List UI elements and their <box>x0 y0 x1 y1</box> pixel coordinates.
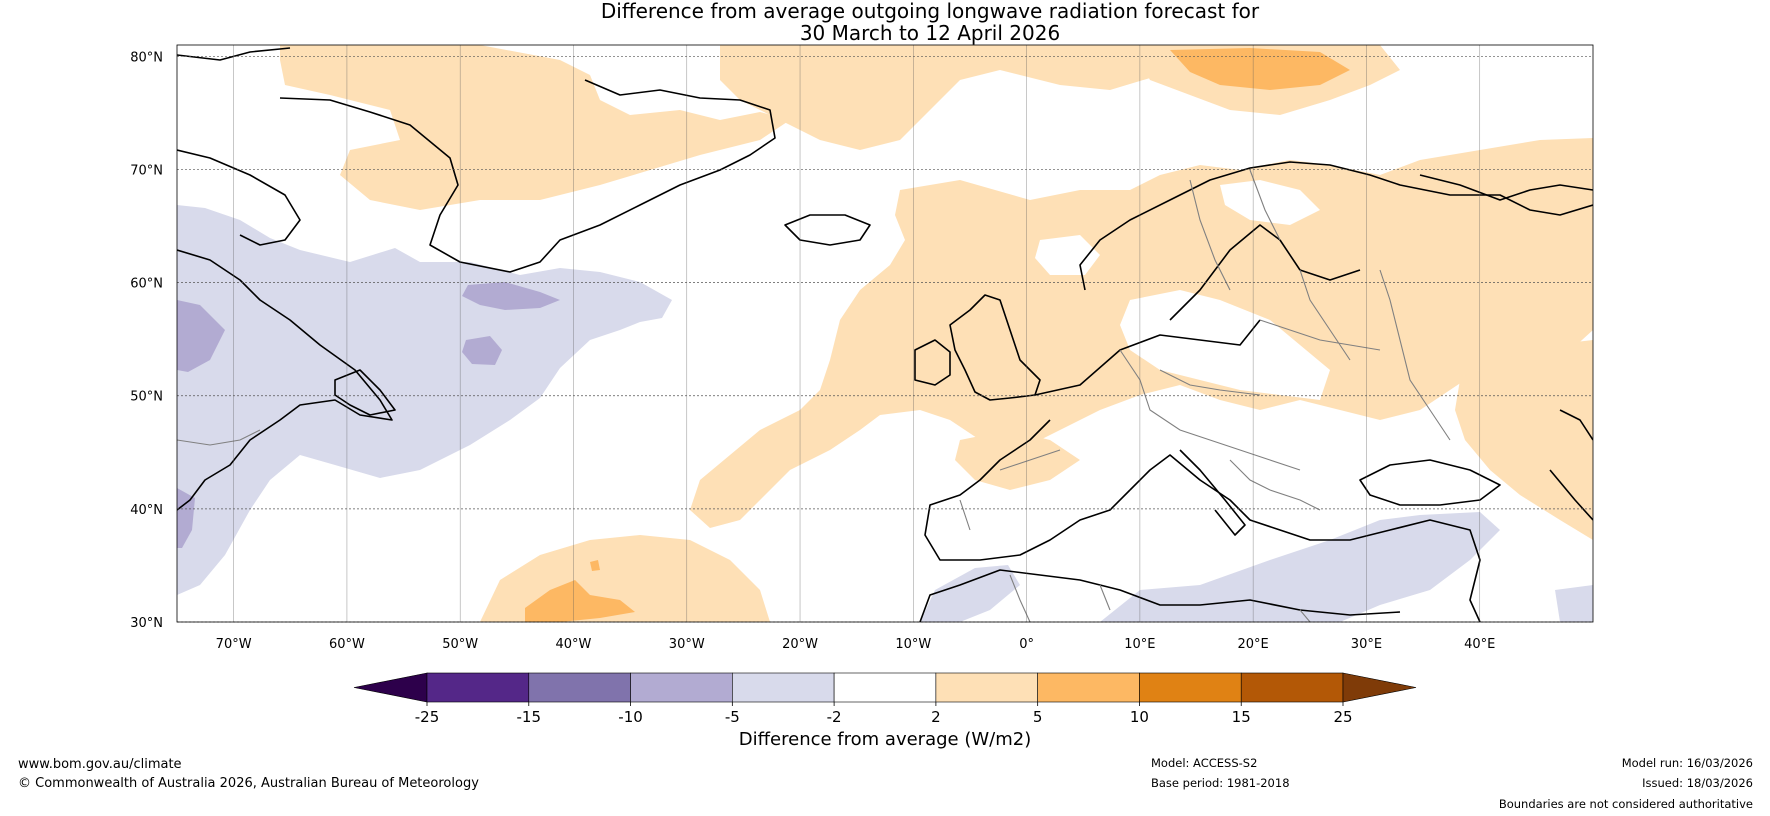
coastline-ireland <box>914 339 951 386</box>
lat-tick-label: 60°N <box>130 277 163 292</box>
anomaly-region-positive-medium-atlantic <box>525 580 635 622</box>
lon-tick-label: 30°E <box>1351 637 1382 652</box>
colorbar: -25 -15 -10 -5 -2 2 5 10 15 25 <box>353 672 1417 726</box>
colorbar-bin <box>732 672 835 703</box>
anomaly-region-positive-arctic <box>720 45 1180 150</box>
chart-title-line1: Difference from average outgoing longwav… <box>600 0 1260 23</box>
colorbar-tick-label: -10 <box>618 708 643 726</box>
coastline-italy <box>1179 449 1246 536</box>
colorbar-bin <box>630 672 733 703</box>
coastline-greenland <box>279 79 776 273</box>
coastline-iceland <box>784 214 871 246</box>
chart-title-line2: 30 March to 12 April 2026 <box>799 21 1061 45</box>
colorbar-bin <box>1139 672 1242 703</box>
border-central-europe <box>1119 349 1301 471</box>
coastline-scandinavia <box>1079 161 1593 291</box>
anomaly-region-positive-greenland <box>280 45 790 210</box>
anomaly-region-light-negative-south <box>1100 512 1500 622</box>
lon-tick-label: 0° <box>1019 637 1034 652</box>
lon-labels: 70°W 60°W 50°W 40°W 30°W 20°W 10°W 0° 10°E 20°E 30… <box>216 637 1496 652</box>
coastline-baffin <box>177 149 301 246</box>
footer-model: Model: ACCESS-S2 <box>1151 756 1257 770</box>
lat-tick-label: 50°N <box>130 390 163 405</box>
coastline-mediterranean <box>1129 454 1481 622</box>
border-russia <box>1379 269 1451 441</box>
footer-model-run: Model run: 16/03/2026 <box>1622 756 1753 770</box>
anomaly-region-positive-medium-small <box>590 560 600 571</box>
border-eastern-europe <box>1259 269 1381 361</box>
footer-website: www.bom.gov.au/climate <box>18 757 182 772</box>
colorbar-tick-label: 5 <box>1033 708 1043 726</box>
border-balkans <box>1229 459 1321 511</box>
colorbar-label: Difference from average (W/m2) <box>739 729 1031 750</box>
anomaly-region-negative-patch3 <box>177 300 225 372</box>
lon-tick-label: 70°W <box>216 637 252 652</box>
lat-tick-label: 40°N <box>130 503 163 518</box>
anomaly-region-negative-patch1 <box>462 282 560 310</box>
lon-tick-label: 50°W <box>442 637 478 652</box>
map-panel <box>176 44 1594 623</box>
lat-tick-label: 80°N <box>130 50 163 65</box>
lon-tick-label: 60°W <box>329 637 365 652</box>
colorbar-bin <box>1037 672 1140 703</box>
border-iberia <box>959 449 1061 531</box>
lat-tick-label: 30°N <box>130 616 163 631</box>
lat-labels: 80°N 70°N 60°N 50°N 40°N 30°N <box>130 50 163 631</box>
border-canada-us <box>177 429 261 446</box>
colorbar-bin <box>1240 672 1344 703</box>
coastline-britain <box>949 294 1041 401</box>
coastline-black-sea <box>1359 459 1501 506</box>
colorbar-tick-label: -25 <box>415 708 440 726</box>
coastline-caspian <box>1549 409 1593 521</box>
colorbar-tick-label: 2 <box>931 708 941 726</box>
lon-tick-label: 20°W <box>782 637 818 652</box>
colorbar-bin <box>833 672 937 703</box>
anomaly-fields <box>177 45 1593 622</box>
lon-tick-label: 20°E <box>1238 637 1269 652</box>
colorbar-tick-label: -2 <box>827 708 842 726</box>
lon-tick-label: 40°W <box>556 637 592 652</box>
anomaly-region-light-negative-sw <box>920 565 1020 622</box>
coastline-russia-north <box>1419 174 1593 201</box>
coastline-newfoundland <box>334 369 396 416</box>
colorbar-bin <box>426 672 530 703</box>
colorbar-bin <box>935 672 1038 703</box>
map-frame <box>176 44 1594 623</box>
coastline-europe-atlantic <box>924 319 1261 561</box>
lon-tick-label: 10°W <box>895 637 931 652</box>
anomaly-gap-north-scandinavia <box>1220 180 1320 225</box>
gridlines-lon <box>233 45 1481 622</box>
lat-tick-label: 70°N <box>130 163 163 178</box>
border-scandinavia <box>1189 169 1281 291</box>
lon-tick-label: 40°E <box>1464 637 1495 652</box>
lon-tick-label: 30°W <box>669 637 705 652</box>
footer-issued: Issued: 18/03/2026 <box>1642 776 1753 790</box>
colorbar-tick-label: -15 <box>517 708 542 726</box>
coastline-labrador <box>177 249 393 511</box>
anomaly-region-positive-iberia <box>955 430 1080 490</box>
anomaly-region-negative-patch2 <box>462 336 502 365</box>
anomaly-region-positive-medium-svalbard <box>1170 48 1350 90</box>
colorbar-tick-label: -5 <box>725 708 740 726</box>
footer-disclaimer: Boundaries are not considered authoritat… <box>1499 797 1753 811</box>
footer-copyright: © Commonwealth of Australia 2026, Austra… <box>18 776 479 791</box>
anomaly-region-positive-east-lower <box>1455 340 1593 540</box>
country-borders <box>177 169 1451 622</box>
anomaly-region-light-negative-east <box>1555 585 1593 622</box>
anomaly-region-negative-patch4 <box>177 488 195 548</box>
colorbar-tick-label: 25 <box>1333 708 1352 726</box>
lon-tick-label: 10°E <box>1124 637 1155 652</box>
coastlines <box>177 47 1593 622</box>
colorbar-over-arrow <box>1342 672 1417 703</box>
colorbar-bin <box>528 672 631 703</box>
colorbar-tick-label: 15 <box>1232 708 1251 726</box>
anomaly-gap-north-sea <box>1035 235 1100 275</box>
footer-base-period: Base period: 1981-2018 <box>1151 776 1290 790</box>
coastline-baltic <box>1169 224 1361 321</box>
colorbar-tick-label: 10 <box>1130 708 1149 726</box>
colorbar-under-arrow <box>353 672 428 703</box>
